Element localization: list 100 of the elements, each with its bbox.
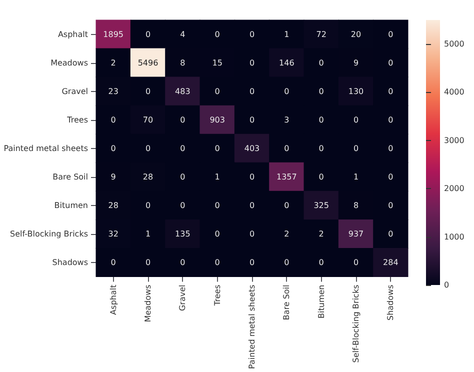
data-label: 32 <box>108 229 118 238</box>
data-label: 0 <box>353 115 359 124</box>
data-label: 903 <box>210 115 225 124</box>
data-label: 0 <box>388 172 394 182</box>
data-label: 0 <box>180 172 186 182</box>
data-label: 0 <box>388 144 394 153</box>
data-label: 0 <box>249 172 255 182</box>
data-label: 0 <box>180 115 186 124</box>
y-tick-label: Bitumen <box>54 200 88 210</box>
data-label: 5496 <box>138 58 158 68</box>
data-label: 0 <box>249 86 255 96</box>
data-label: 0 <box>214 229 220 238</box>
data-label: 937 <box>348 229 364 238</box>
data-label: 0 <box>249 30 255 39</box>
y-tick-label: Gravel <box>62 86 88 96</box>
data-label: 0 <box>388 229 394 238</box>
data-label: 0 <box>284 200 290 210</box>
data-label: 0 <box>318 58 324 68</box>
data-label: 0 <box>388 200 394 210</box>
data-label: 0 <box>110 144 116 153</box>
x-tick-label: Painted metal sheets <box>248 284 256 370</box>
data-label: 0 <box>353 258 359 267</box>
data-label: 0 <box>318 258 324 267</box>
data-label: 1 <box>284 30 290 39</box>
y-tick-label: Bare Soil <box>52 172 88 182</box>
data-label: 0 <box>388 115 394 124</box>
data-label: 1 <box>353 172 359 182</box>
y-tick-label: Painted metal sheets <box>4 144 88 153</box>
data-label: 1895 <box>103 30 124 39</box>
data-label: 0 <box>214 144 220 153</box>
data-label: 0 <box>249 258 255 267</box>
color-bar-label: 3000 <box>444 136 464 145</box>
data-label: 1 <box>214 172 220 182</box>
data-label: 2 <box>318 229 324 238</box>
data-label: 0 <box>180 258 186 267</box>
color-bar-label: 4000 <box>444 88 464 97</box>
data-label: 0 <box>145 200 151 210</box>
data-label: 1 <box>145 229 151 238</box>
data-label: 0 <box>318 86 324 96</box>
x-tick-label: Bitumen <box>316 284 326 318</box>
data-label: 3 <box>284 115 290 124</box>
data-label: 0 <box>180 200 186 210</box>
data-label: 0 <box>249 115 255 124</box>
data-label: 70 <box>142 115 154 124</box>
data-label: 0 <box>110 258 116 267</box>
color-bar-label: 0 <box>444 280 450 290</box>
data-label: 0 <box>214 86 220 96</box>
data-label: 0 <box>249 58 255 68</box>
data-label: 0 <box>145 86 151 96</box>
color-bar-label: 2000 <box>444 184 464 194</box>
data-label: 15 <box>212 58 222 68</box>
x-tick-label: Self-Blocking Bricks <box>352 284 360 363</box>
data-label: 0 <box>145 144 151 153</box>
data-label: 1357 <box>276 172 297 182</box>
data-label: 20 <box>350 30 362 39</box>
x-tick-label: Gravel <box>178 284 188 312</box>
data-label: 0 <box>284 258 290 267</box>
data-label: 325 <box>314 200 329 210</box>
data-label: 0 <box>249 200 255 210</box>
data-label: 403 <box>244 144 260 153</box>
data-label: 0 <box>318 115 324 124</box>
x-tick-label: Bare Soil <box>282 284 292 320</box>
color-bar-label: 1000 <box>444 232 464 242</box>
data-label: 284 <box>383 258 398 267</box>
data-label: 0 <box>353 144 359 153</box>
data-label: 0 <box>388 30 394 39</box>
data-label: 0 <box>145 30 151 39</box>
data-label: 0 <box>318 144 324 153</box>
x-tick-label: Trees <box>212 284 222 307</box>
data-label: 9 <box>353 58 359 68</box>
data-label: 0 <box>284 86 290 96</box>
data-label: 23 <box>108 86 118 96</box>
data-label: 28 <box>108 200 118 210</box>
data-label: 8 <box>353 200 359 210</box>
data-label: 0 <box>145 258 151 267</box>
data-label: 0 <box>214 258 220 267</box>
data-label: 135 <box>175 229 190 238</box>
y-tick-label: Asphalt <box>58 30 88 39</box>
data-label: 0 <box>318 172 324 182</box>
data-label: 0 <box>284 144 290 153</box>
data-label: 8 <box>180 58 186 68</box>
data-label: 28 <box>142 172 154 182</box>
color-bar-label: 5000 <box>444 39 464 48</box>
data-label: 4 <box>180 30 186 39</box>
data-label: 9 <box>110 172 116 182</box>
data-label: 0 <box>180 144 186 153</box>
data-label: 130 <box>348 86 364 96</box>
x-tick-label: Asphalt <box>108 284 118 315</box>
data-label: 0 <box>214 200 220 210</box>
y-tick-label: Meadows <box>50 58 88 68</box>
x-tick-label: Shadows <box>386 284 396 320</box>
data-label: 72 <box>316 30 326 39</box>
data-label: 0 <box>249 229 255 238</box>
data-label: 146 <box>279 58 294 68</box>
y-tick-label: Self-Blocking Bricks <box>10 229 88 238</box>
data-label: 483 <box>175 86 190 96</box>
data-label: 0 <box>388 86 394 96</box>
data-label: 2 <box>284 229 290 238</box>
data-label: 0 <box>388 58 394 68</box>
y-tick-label: Trees <box>66 115 88 124</box>
